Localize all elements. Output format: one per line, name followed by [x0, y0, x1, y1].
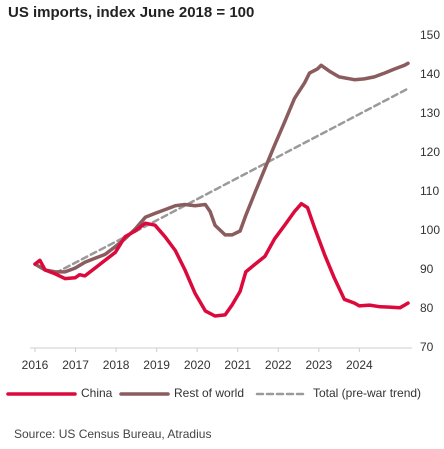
source: Source: US Census Bureau, Atradius [14, 427, 211, 441]
y-tick-label: 100 [420, 223, 440, 237]
y-tick-label: 150 [420, 28, 440, 42]
y-tick-label: 130 [420, 106, 440, 120]
chart-title: US imports, index June 2018 = 100 [8, 4, 254, 21]
x-tick-label: 2019 [143, 358, 170, 372]
x-tick-label: 2020 [184, 358, 211, 372]
series-line [33, 201, 410, 318]
x-tick-label: 2017 [62, 358, 89, 372]
x-tick-label: 2021 [224, 358, 251, 372]
y-tick-label: 140 [420, 67, 440, 81]
x-tick-label: 2016 [22, 358, 49, 372]
y-tick-label: 70 [420, 340, 434, 354]
y-tick-label: 110 [420, 184, 439, 198]
series-line [54, 87, 410, 275]
x-tick-label: 2022 [265, 358, 292, 372]
x-tick-label: 2018 [103, 358, 130, 372]
y-tick-label: 120 [420, 145, 440, 159]
series-line [33, 61, 410, 274]
legend-label: Total (pre-war trend) [313, 386, 421, 400]
y-tick-label: 80 [420, 301, 434, 315]
x-tick-label: 2023 [305, 358, 332, 372]
y-tick-label: 90 [420, 262, 434, 276]
x-tick-label: 2024 [346, 358, 373, 372]
legend-label: Rest of world [174, 386, 244, 400]
legend-label: China [81, 386, 113, 400]
